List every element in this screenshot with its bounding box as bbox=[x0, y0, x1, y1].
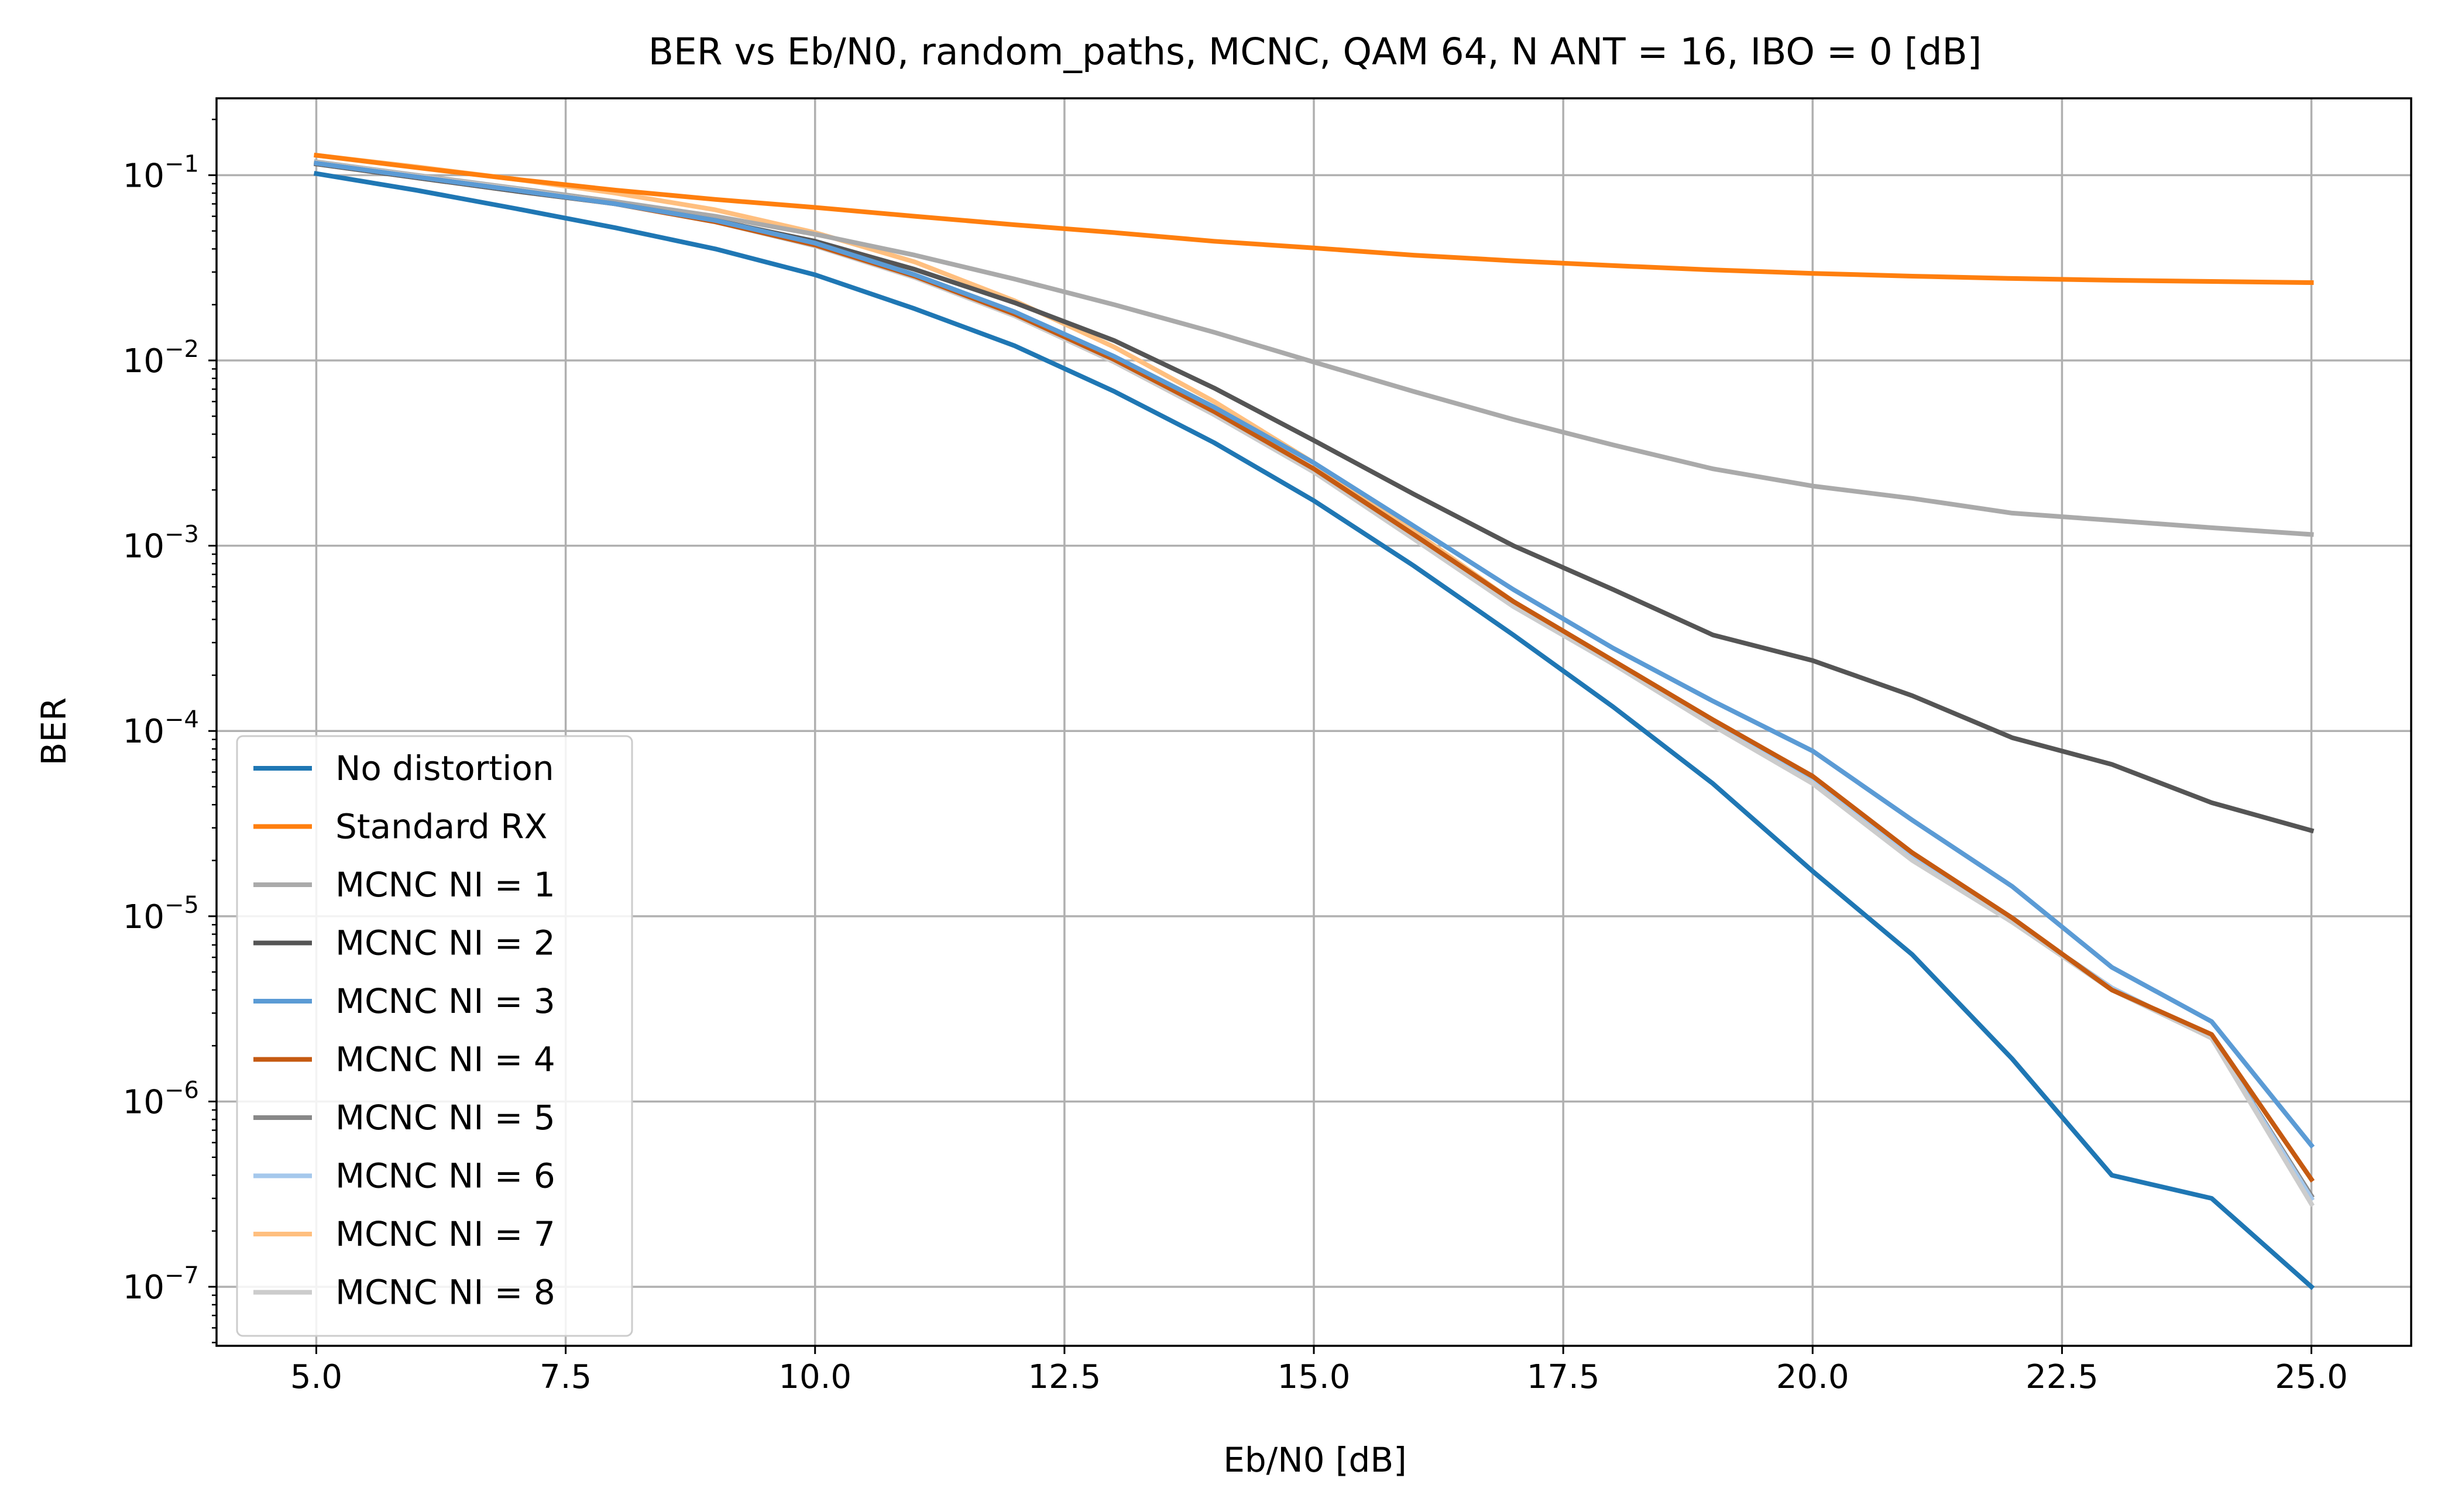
legend-label: MCNC NI = 5 bbox=[335, 1098, 555, 1138]
x-axis-label: Eb/N0 [dB] bbox=[1223, 1440, 1407, 1480]
legend-label: Standard RX bbox=[335, 807, 547, 847]
legend-label: MCNC NI = 6 bbox=[335, 1156, 555, 1196]
series-line-no-distortion bbox=[313, 171, 2315, 1290]
legend-label: MCNC NI = 8 bbox=[335, 1273, 555, 1312]
x-tick-label: 5.0 bbox=[290, 1358, 342, 1396]
series-lines bbox=[313, 152, 2315, 1290]
series-line-standard-rx bbox=[314, 152, 2314, 286]
legend-label: MCNC NI = 3 bbox=[335, 981, 555, 1021]
y-axis-label: BER bbox=[34, 697, 74, 766]
y-tick-label: 10−7 bbox=[123, 1262, 199, 1307]
axes bbox=[208, 97, 2412, 1354]
y-tick-label: 10−1 bbox=[123, 150, 199, 195]
plot-frame bbox=[215, 97, 2412, 1347]
x-tick-label: 10.0 bbox=[778, 1358, 852, 1396]
x-tick-label: 17.5 bbox=[1527, 1358, 1600, 1396]
legend-label: MCNC NI = 1 bbox=[335, 865, 555, 905]
x-tick-label: 7.5 bbox=[540, 1358, 592, 1396]
legend-label: MCNC NI = 7 bbox=[335, 1214, 555, 1254]
legend-box bbox=[236, 735, 633, 1337]
x-tick-label: 20.0 bbox=[1776, 1358, 1849, 1396]
x-tick-label: 22.5 bbox=[2025, 1358, 2099, 1396]
series-line-mcnc-ni-1 bbox=[314, 159, 2314, 537]
chart-title: BER vs Eb/N0, random_paths, MCNC, QAM 64… bbox=[648, 30, 1982, 73]
legend-label: MCNC NI = 4 bbox=[335, 1040, 555, 1080]
x-tick-label: 15.0 bbox=[1278, 1358, 1351, 1396]
legend-label: No distortion bbox=[335, 748, 554, 788]
legend-label: MCNC NI = 2 bbox=[335, 923, 555, 963]
x-tick-label: 12.5 bbox=[1028, 1358, 1101, 1396]
legend: No distortion Standard RX MCNC NI = 1 MCNC … bbox=[236, 735, 633, 1337]
x-tick-label: 25.0 bbox=[2275, 1358, 2348, 1396]
series-line-mcnc-ni-3 bbox=[313, 160, 2315, 1149]
